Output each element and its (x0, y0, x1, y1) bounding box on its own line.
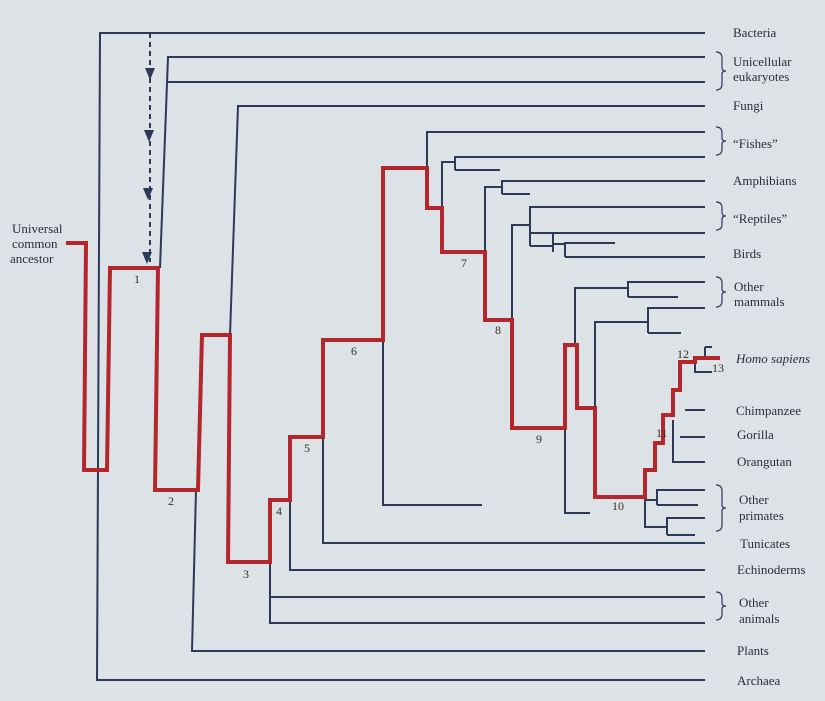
label-birds: Birds (733, 246, 761, 261)
group-brackets (715, 51, 727, 621)
label-echinoderms: Echinoderms (737, 562, 806, 577)
node-12: 12 (677, 347, 689, 361)
label-plants: Plants (737, 643, 769, 658)
label-bacteria: Bacteria (733, 25, 777, 40)
branch-extinct-9 (564, 428, 590, 514)
node-5: 5 (304, 441, 310, 455)
arrowheads (142, 68, 155, 264)
label-orangutan: Orangutan (737, 454, 792, 469)
label-reptiles: “Reptiles” (733, 211, 787, 226)
ancestor-label: Universal common ancestor (10, 221, 66, 266)
label-other-primates: Other primates (739, 492, 784, 523)
branch-fungi (229, 105, 705, 336)
branch-extinct-6 (382, 340, 482, 506)
node-6: 6 (351, 344, 357, 358)
branch-other-mammals (574, 281, 705, 408)
label-fungi: Fungi (733, 98, 764, 113)
label-archaea: Archaea (737, 673, 781, 688)
branch-amphibians (484, 180, 705, 320)
label-gorilla: Gorilla (737, 427, 774, 442)
label-amphibians: Amphibians (733, 173, 797, 188)
label-tunicates: Tunicates (740, 536, 790, 551)
branch-plants (190, 489, 705, 652)
taxa-labels: Bacteria Unicellular eukaryotes Fungi “Fi… (733, 25, 810, 688)
branch-other-primates (644, 470, 705, 536)
branch-tunicates (322, 437, 705, 544)
human-lineage-path (66, 166, 720, 564)
node-labels: 1 2 3 4 5 6 7 8 9 10 11 12 13 (134, 256, 724, 581)
label-fishes: “Fishes” (733, 136, 778, 151)
branch-echinoderms (289, 500, 705, 571)
label-homo-sapiens: Homo sapiens (735, 351, 810, 366)
node-2: 2 (168, 494, 174, 508)
branch-great-apes (672, 346, 712, 463)
label-other-mammals: Other mammals (734, 279, 785, 309)
node-11: 11 (656, 426, 668, 440)
node-3: 3 (243, 567, 249, 581)
branch-other-animals (269, 562, 705, 624)
branch-reptiles-birds (511, 206, 705, 428)
label-chimpanzee: Chimpanzee (736, 403, 801, 418)
branch-unicellular-eukaryotes (159, 56, 705, 269)
branch-fishes (426, 131, 705, 252)
node-10: 10 (612, 499, 624, 513)
tree-branches (95, 32, 712, 681)
node-1: 1 (134, 272, 140, 286)
node-13: 13 (712, 361, 724, 375)
label-unicellular-eukaryotes: Unicellular eukaryotes (733, 54, 792, 84)
node-7: 7 (461, 256, 467, 270)
node-8: 8 (495, 323, 501, 337)
node-9: 9 (536, 432, 542, 446)
node-4: 4 (276, 504, 282, 518)
branch-bacteria (95, 32, 705, 681)
label-other-animals: Other animals (739, 595, 779, 626)
